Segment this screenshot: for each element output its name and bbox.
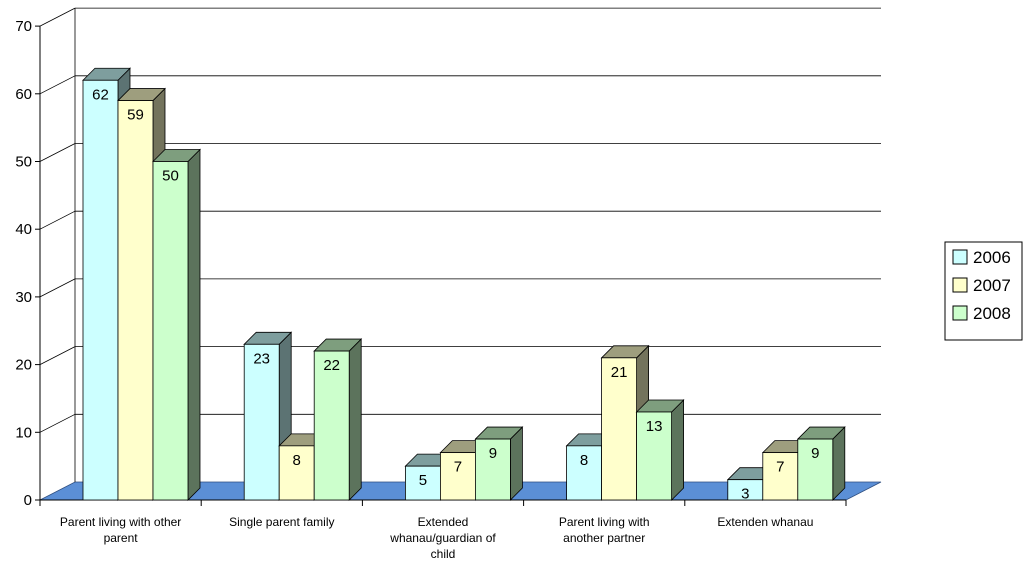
bar-2008 (796, 426, 846, 501)
bar-side (348, 338, 362, 501)
gridline-side (39, 210, 76, 230)
y-tick-label: 0 (24, 492, 32, 509)
bar-front (404, 465, 441, 501)
y-tick-label: 60 (15, 86, 32, 103)
data-label: 23 (253, 350, 270, 367)
y-tick-label: 30 (15, 289, 32, 306)
bar-front (474, 438, 511, 501)
bar-side (509, 426, 523, 501)
data-label: 59 (127, 107, 144, 124)
legend-label: 2006 (973, 248, 1011, 267)
x-category-label-line: Parent living with other (60, 515, 181, 529)
x-category-label-line: Single parent family (229, 515, 334, 529)
legend-swatch (952, 277, 968, 293)
data-label: 7 (776, 459, 784, 476)
bar-front (313, 350, 350, 501)
data-label: 8 (293, 452, 301, 469)
x-category-label-line: another partner (563, 531, 645, 545)
legend-swatch (952, 305, 968, 321)
data-label: 22 (323, 357, 340, 374)
bar-front (82, 79, 119, 501)
x-category-label: Single parent family (229, 515, 334, 529)
bar-2008 (313, 338, 363, 501)
x-category-label-line: whanau/guardian of (389, 531, 496, 545)
data-label: 9 (489, 445, 497, 462)
data-label: 3 (741, 486, 749, 503)
x-category-label: Parent living with other parent (60, 515, 181, 545)
bars (82, 67, 846, 501)
y-tick-label: 10 (15, 424, 32, 441)
y-tick-label: 70 (15, 18, 32, 35)
bar-front (278, 445, 315, 501)
gridline-side (39, 75, 76, 95)
x-category-label-line: parent (104, 531, 139, 545)
bar-side (832, 426, 846, 501)
bar-front (797, 438, 834, 501)
x-category-label-line: Extended (418, 515, 469, 529)
data-label: 50 (162, 168, 179, 185)
legend-swatch (952, 249, 968, 265)
data-label: 21 (611, 364, 628, 381)
bar-front (117, 100, 154, 501)
gridline-side (39, 413, 76, 433)
x-category-label-line: Parent living with (559, 515, 650, 529)
gridline-side (39, 346, 76, 365)
x-category-label-line: child (431, 547, 456, 561)
legend-label: 2008 (973, 304, 1011, 323)
x-category-label: Extended whanau/guardian of child (389, 515, 496, 561)
data-label: 8 (580, 452, 588, 469)
labels: 62 59 50 23 8 22 5 7 9 8 21 13 3 7 9 (92, 86, 819, 502)
legend-label: 2007 (973, 276, 1011, 295)
data-label: 9 (811, 445, 819, 462)
y-tick-label: 50 (15, 154, 32, 171)
data-label: 7 (454, 459, 462, 476)
gridline-side (39, 143, 76, 162)
bar-2008 (474, 426, 524, 501)
x-category-label: Parent living with another partner (559, 515, 650, 545)
gridline-side (39, 7, 76, 27)
bar-front (243, 343, 280, 501)
legend: 2006 2007 2008 (944, 241, 1023, 341)
bar-front (439, 452, 476, 501)
data-label: 5 (419, 472, 427, 489)
x-category-label-line: Extenden whanau (717, 515, 813, 529)
data-label: 13 (646, 418, 663, 435)
bar-2008 (635, 399, 685, 501)
data-label: 62 (92, 86, 109, 103)
gridline-side (39, 278, 76, 298)
bar-2008 (152, 148, 201, 501)
x-category-label: Extenden whanau (717, 515, 813, 529)
bar-front (636, 411, 672, 501)
bar-side (671, 399, 684, 501)
bar-front (762, 452, 799, 501)
bar-side (187, 148, 201, 501)
bar-front (152, 161, 189, 501)
gridlines (39, 7, 881, 433)
y-tick-label: 20 (15, 357, 32, 374)
y-tick-label: 40 (15, 221, 32, 238)
bar-front (566, 445, 602, 501)
